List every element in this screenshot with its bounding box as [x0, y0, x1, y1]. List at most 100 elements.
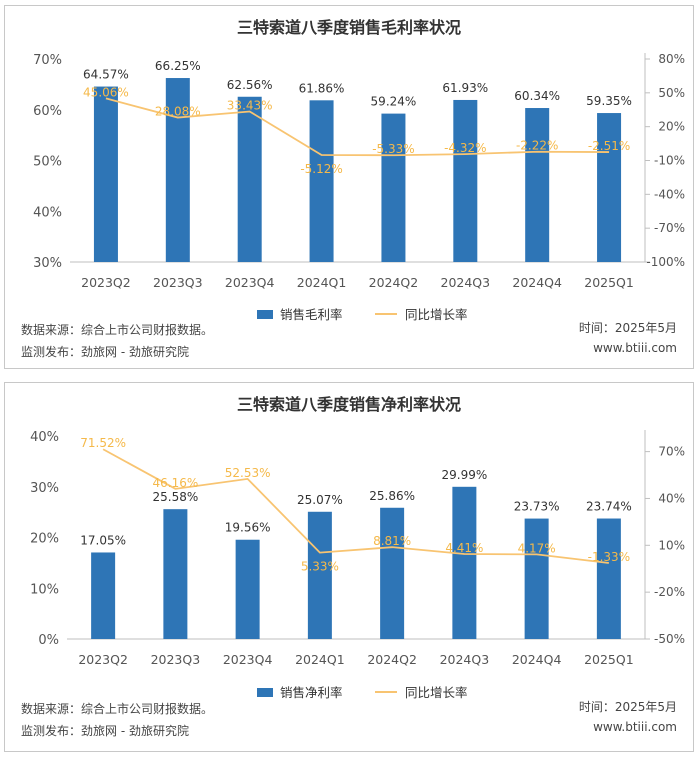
growth-line [102, 448, 609, 564]
bar [307, 511, 332, 639]
bar-data-label: 62.56% [227, 78, 273, 92]
bar [309, 100, 334, 262]
line-data-label: -1.33% [588, 550, 630, 564]
line-data-label: 28.08% [155, 105, 201, 119]
y2-tick-label: 70% [658, 445, 685, 459]
bar-data-label: 25.07% [297, 493, 343, 507]
x-tick-label: 2024Q3 [441, 275, 491, 290]
legend-bar-label: 销售净利率 [280, 685, 343, 700]
bar [91, 552, 116, 639]
footer-site: www.btiii.com [593, 341, 677, 355]
line-data-label: -5.12% [300, 162, 342, 176]
line-data-label: 33.43% [227, 99, 273, 113]
footer-site: www.btiii.com [593, 720, 677, 734]
y-tick-label: 30% [30, 481, 59, 496]
footer-source: 数据来源：综合上市公司财报数据。 [21, 701, 213, 716]
x-tick-label: 2024Q4 [512, 275, 562, 290]
x-tick-label: 2024Q1 [297, 275, 347, 290]
bar [237, 96, 262, 263]
footer-publisher: 监测发布：劲旅网 - 劲旅研究院 [21, 723, 189, 738]
line-data-label: -2.22% [516, 139, 558, 153]
line-data-label: 8.81% [373, 534, 411, 548]
y2-tick-label: 20% [658, 120, 685, 134]
y2-tick-label: -50% [654, 632, 685, 646]
y-tick-label: 30% [33, 256, 62, 271]
bar [93, 86, 118, 262]
y2-tick-label: 80% [658, 52, 685, 66]
bar [381, 113, 406, 263]
line-data-label: -4.32% [444, 141, 486, 155]
bar [380, 507, 405, 639]
line-data-label: 4.41% [445, 541, 483, 555]
y-tick-label: 50% [33, 155, 62, 170]
y-tick-label: 20% [30, 532, 59, 547]
bar [596, 518, 621, 639]
x-tick-label: 2023Q2 [78, 652, 128, 667]
legend-bar-label: 销售毛利率 [280, 307, 343, 322]
gross-margin-chart: 三特索道八季度销售毛利率状况 30% 40% 50% 60% 70% -100% -70% -4… [21, 18, 685, 359]
bar-data-label: 19.56% [225, 521, 271, 535]
bar-data-label: 25.86% [369, 489, 415, 503]
y-tick-label: 0% [38, 633, 59, 648]
y-tick-label: 70% [33, 53, 62, 68]
bar-data-label: 17.05% [80, 533, 126, 547]
y2-tick-label: -40% [654, 187, 685, 201]
net-margin-chart: 三特索道八季度销售净利率状况 0% 10% 20% 30% 40% -50% -20% 10% 4… [21, 395, 685, 738]
bar-data-label: 23.74% [586, 500, 632, 514]
x-tick-label: 2024Q3 [440, 652, 490, 667]
bar [597, 113, 622, 262]
x-tick-label: 2023Q3 [153, 275, 203, 290]
legend-bar-swatch [257, 688, 273, 697]
legend-line-label: 同比增长率 [405, 685, 468, 700]
bar [235, 539, 260, 639]
y-tick-label: 40% [33, 205, 62, 220]
bar-data-label: 59.24% [371, 95, 417, 109]
bar-data-label: 23.73% [514, 500, 560, 514]
y2-tick-label: -10% [654, 154, 685, 168]
line-data-label: 4.17% [518, 541, 556, 555]
bar-data-label: 61.93% [442, 81, 488, 95]
bar-data-label: 25.58% [152, 490, 198, 504]
bar-data-label: 64.57% [83, 68, 129, 82]
x-tick-label: 2025Q1 [584, 652, 634, 667]
line-data-label: 71.52% [80, 436, 126, 450]
bar [525, 108, 550, 262]
x-tick-label: 2023Q3 [151, 652, 201, 667]
y-tick-label: 10% [30, 582, 59, 597]
bar [453, 99, 478, 262]
y2-tick-label: 10% [658, 538, 685, 552]
footer-time: 时间：2025年5月 [579, 321, 677, 335]
line-data-label: -2.51% [588, 139, 630, 153]
x-tick-label: 2024Q2 [369, 275, 419, 290]
x-tick-label: 2023Q2 [81, 275, 131, 290]
x-tick-label: 2024Q2 [367, 652, 417, 667]
bar-data-label: 60.34% [514, 89, 560, 103]
y-tick-label: 40% [30, 430, 59, 445]
footer-time: 时间：2025年5月 [579, 700, 677, 714]
line-data-label: 52.53% [225, 466, 271, 480]
bar-data-label: 66.25% [155, 59, 201, 73]
bar [524, 518, 549, 639]
y2-tick-label: -70% [654, 221, 685, 235]
y2-tick-label: -20% [654, 585, 685, 599]
chart-title: 三特索道八季度销售毛利率状况 [237, 18, 461, 37]
y2-tick-label: 50% [658, 86, 685, 100]
growth-line [105, 97, 610, 157]
legend-bar-swatch [257, 310, 273, 319]
x-tick-label: 2025Q1 [584, 275, 634, 290]
bar-data-label: 61.86% [299, 81, 345, 95]
gross-margin-chart-panel: 三特索道八季度销售毛利率状况 30% 40% 50% 60% 70% -100% -70% -4… [4, 5, 694, 369]
x-tick-label: 2024Q4 [512, 652, 562, 667]
footer-publisher: 监测发布：劲旅网 - 劲旅研究院 [21, 344, 189, 359]
bar [165, 78, 190, 262]
y2-tick-label: -100% [646, 255, 685, 269]
bar [452, 486, 477, 639]
net-margin-chart-panel: 三特索道八季度销售净利率状况 0% 10% 20% 30% 40% -50% -20% 10% 4… [4, 382, 694, 752]
y2-tick-label: 40% [658, 491, 685, 505]
chart-title: 三特索道八季度销售净利率状况 [237, 395, 461, 414]
bar-data-label: 29.99% [441, 468, 487, 482]
x-tick-label: 2023Q4 [225, 275, 275, 290]
line-data-label: 5.33% [301, 560, 339, 574]
footer-source: 数据来源：综合上市公司财报数据。 [21, 322, 213, 337]
line-data-label: -5.33% [372, 142, 414, 156]
